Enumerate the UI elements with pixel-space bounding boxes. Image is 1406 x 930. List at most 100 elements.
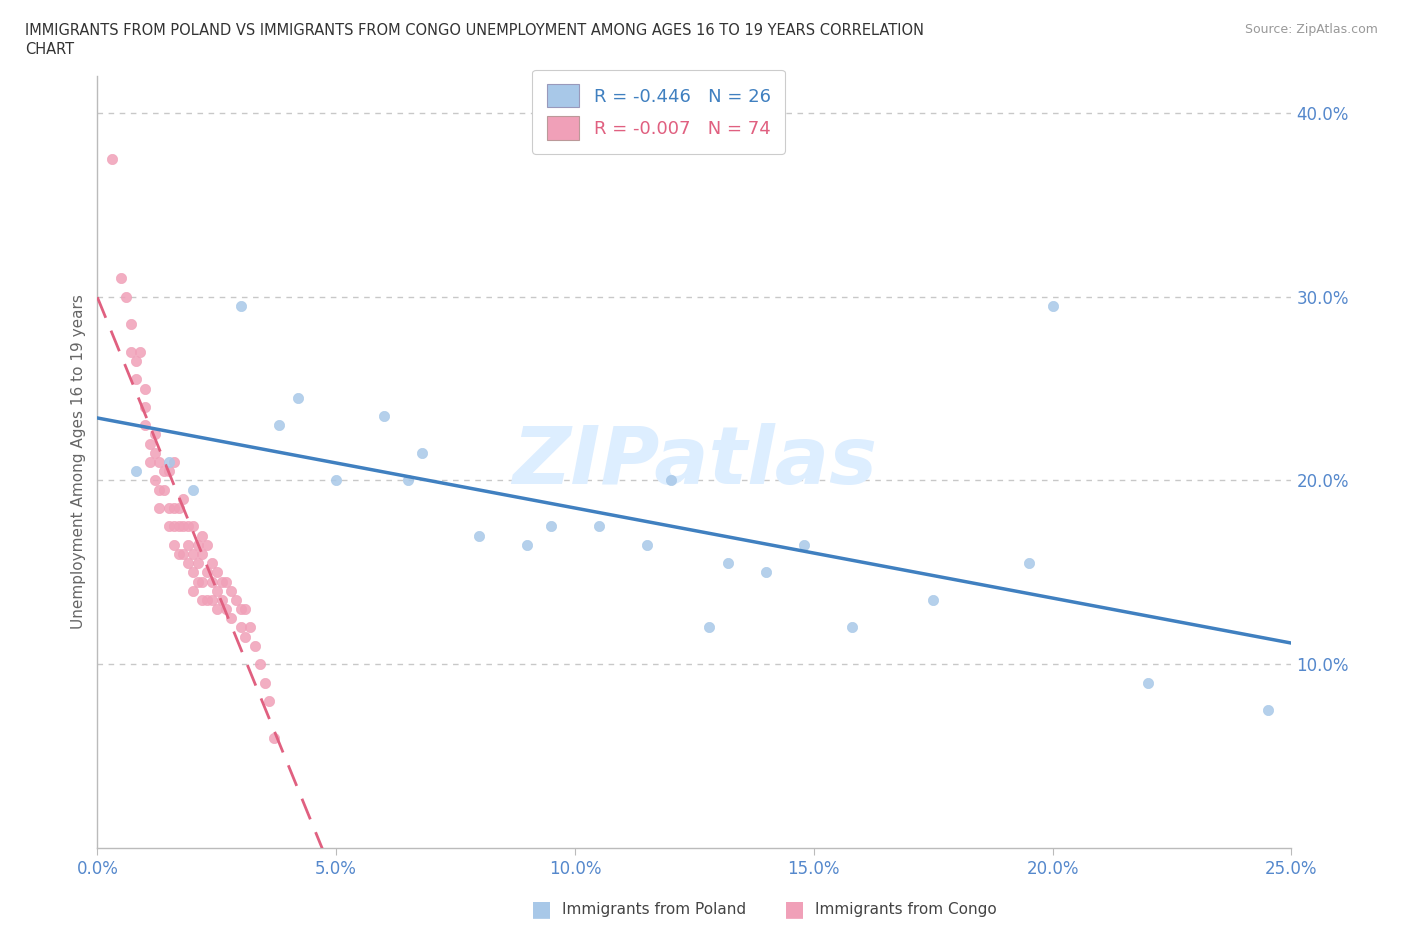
Point bbox=[157, 464, 180, 479]
Point bbox=[172, 519, 194, 534]
Point bbox=[139, 455, 162, 470]
Point bbox=[287, 391, 309, 405]
Point bbox=[588, 519, 610, 534]
Point bbox=[659, 473, 682, 488]
Point bbox=[229, 620, 252, 635]
Point bbox=[1042, 299, 1064, 313]
Y-axis label: Unemployment Among Ages 16 to 19 years: Unemployment Among Ages 16 to 19 years bbox=[72, 295, 86, 630]
Point bbox=[124, 353, 146, 368]
Point bbox=[259, 694, 281, 709]
Point bbox=[134, 381, 156, 396]
Text: ZIPatlas: ZIPatlas bbox=[512, 423, 877, 501]
Point bbox=[177, 538, 200, 552]
Point bbox=[211, 592, 233, 607]
Point bbox=[187, 556, 209, 571]
Point bbox=[239, 620, 262, 635]
Point bbox=[219, 611, 242, 626]
Point bbox=[201, 574, 224, 589]
Text: Source: ZipAtlas.com: Source: ZipAtlas.com bbox=[1244, 23, 1378, 36]
Point bbox=[181, 583, 204, 598]
Text: CHART: CHART bbox=[25, 42, 75, 57]
Point bbox=[225, 592, 247, 607]
Point bbox=[755, 565, 778, 579]
Point bbox=[187, 574, 209, 589]
Point bbox=[540, 519, 562, 534]
Point bbox=[153, 482, 176, 497]
Text: ■: ■ bbox=[531, 899, 551, 920]
Point bbox=[187, 538, 209, 552]
Point bbox=[134, 400, 156, 415]
Legend: R = -0.446   N = 26, R = -0.007   N = 74: R = -0.446 N = 26, R = -0.007 N = 74 bbox=[531, 70, 785, 154]
Point bbox=[793, 538, 815, 552]
Point bbox=[148, 500, 170, 515]
Point bbox=[636, 538, 658, 552]
Point bbox=[139, 436, 162, 451]
Point bbox=[205, 565, 228, 579]
Point bbox=[129, 344, 152, 359]
Point bbox=[167, 519, 190, 534]
Point bbox=[195, 592, 218, 607]
Point bbox=[411, 445, 433, 460]
Point bbox=[143, 445, 166, 460]
Point bbox=[263, 730, 285, 745]
Point bbox=[115, 289, 138, 304]
Point bbox=[167, 547, 190, 562]
Point bbox=[124, 464, 146, 479]
Point bbox=[163, 500, 186, 515]
Point bbox=[191, 528, 214, 543]
Point bbox=[110, 271, 132, 286]
Point bbox=[205, 602, 228, 617]
Point bbox=[1257, 703, 1279, 718]
Point bbox=[191, 592, 214, 607]
Point bbox=[922, 592, 945, 607]
Point bbox=[215, 602, 238, 617]
Point bbox=[516, 538, 538, 552]
Text: IMMIGRANTS FROM POLAND VS IMMIGRANTS FROM CONGO UNEMPLOYMENT AMONG AGES 16 TO 19: IMMIGRANTS FROM POLAND VS IMMIGRANTS FRO… bbox=[25, 23, 924, 38]
Point bbox=[120, 344, 142, 359]
Point bbox=[163, 455, 186, 470]
Point bbox=[177, 519, 200, 534]
Point bbox=[235, 630, 257, 644]
Point bbox=[201, 556, 224, 571]
Point bbox=[167, 500, 190, 515]
Point bbox=[373, 408, 395, 423]
Point bbox=[163, 538, 186, 552]
Point bbox=[143, 473, 166, 488]
Point bbox=[191, 574, 214, 589]
Point bbox=[181, 565, 204, 579]
Point bbox=[153, 464, 176, 479]
Point bbox=[181, 519, 204, 534]
Text: Immigrants from Congo: Immigrants from Congo bbox=[815, 902, 997, 917]
Point bbox=[229, 602, 252, 617]
Point bbox=[181, 547, 204, 562]
Point bbox=[235, 602, 257, 617]
Point bbox=[195, 538, 218, 552]
Point bbox=[717, 556, 740, 571]
Point bbox=[120, 317, 142, 332]
Point bbox=[177, 556, 200, 571]
Point bbox=[229, 299, 252, 313]
Point bbox=[1018, 556, 1040, 571]
Point bbox=[191, 547, 214, 562]
Point bbox=[205, 583, 228, 598]
Point bbox=[148, 455, 170, 470]
Point bbox=[841, 620, 863, 635]
Point bbox=[172, 547, 194, 562]
Point bbox=[249, 657, 271, 671]
Point bbox=[243, 638, 266, 653]
Point bbox=[697, 620, 720, 635]
Point bbox=[468, 528, 491, 543]
Point bbox=[181, 482, 204, 497]
Point bbox=[325, 473, 347, 488]
Text: Immigrants from Poland: Immigrants from Poland bbox=[562, 902, 747, 917]
Point bbox=[195, 565, 218, 579]
Point bbox=[134, 418, 156, 432]
Point bbox=[1137, 675, 1160, 690]
Point bbox=[148, 482, 170, 497]
Point bbox=[267, 418, 290, 432]
Point bbox=[396, 473, 419, 488]
Point bbox=[157, 519, 180, 534]
Text: ■: ■ bbox=[785, 899, 804, 920]
Point bbox=[253, 675, 276, 690]
Point bbox=[211, 574, 233, 589]
